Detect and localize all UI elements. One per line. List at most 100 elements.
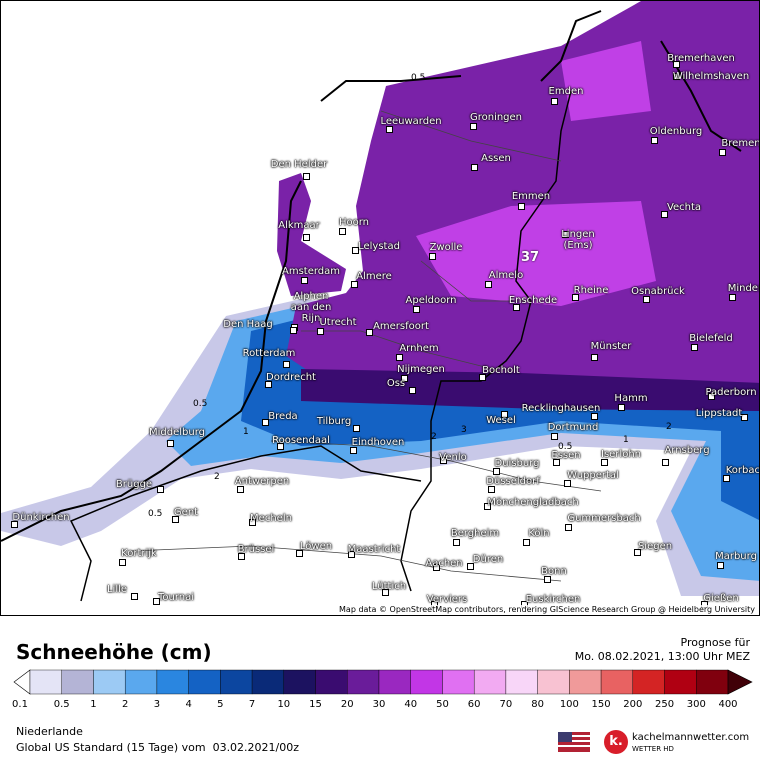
city-dot: [485, 281, 492, 288]
city-dot: [277, 443, 284, 450]
city-label: Emden: [548, 86, 584, 97]
city-dot: [493, 468, 500, 475]
scale-label: 50: [436, 699, 449, 710]
city-dot: [401, 375, 408, 382]
city-dot: [717, 562, 724, 569]
city-label: Wuppertal: [567, 470, 619, 481]
city-label: Euskirchen: [525, 594, 581, 605]
scale-box: [696, 669, 729, 695]
scale-box: [378, 669, 411, 695]
city-label: Köln: [528, 528, 550, 539]
city-dot: [366, 329, 373, 336]
scale-label: 60: [467, 699, 481, 710]
city-dot: [691, 344, 698, 351]
city-dot: [643, 296, 650, 303]
city-dot: [662, 459, 669, 466]
scale-label: 3: [153, 699, 161, 710]
city-label: Apeldoorn: [405, 295, 457, 306]
city-dot: [303, 234, 310, 241]
scale-box: [29, 669, 62, 695]
city-dot: [719, 149, 726, 156]
city-dot: [562, 231, 569, 238]
city-label: Marburg: [715, 551, 757, 562]
city-label: Vechta: [666, 202, 702, 213]
city-label: Brügge: [115, 479, 153, 490]
snow-northholland: [277, 173, 346, 296]
city-label: Hamm: [614, 393, 648, 404]
city-label: Bielefeld: [689, 333, 733, 344]
city-label: Essen: [551, 450, 581, 461]
city-dot: [262, 419, 269, 426]
city-dot: [523, 539, 530, 546]
city-dot: [651, 137, 658, 144]
scale-box: [537, 669, 570, 695]
city-dot: [317, 328, 324, 335]
city-label: Eindhoven: [351, 437, 405, 448]
city-label: Mönchengladbach: [487, 497, 579, 508]
attribution: Map data © OpenStreetMap contributors, r…: [337, 605, 757, 614]
city-label: Den Helder: [270, 159, 328, 170]
scale-box: [124, 669, 158, 695]
city-label: Alkmaar: [278, 220, 320, 231]
city-label: Lippstadt: [695, 408, 743, 419]
city-dot: [564, 480, 571, 487]
snow-map: [1, 1, 759, 602]
scale-label: 400: [718, 699, 738, 710]
city-label: Düsseldorf: [486, 476, 540, 487]
city-label: Emmen: [511, 191, 551, 202]
city-dot: [518, 203, 525, 210]
legend-title: Schneehöhe (cm): [16, 640, 212, 664]
scale-label: 10: [277, 699, 291, 710]
city-label: Paderborn: [705, 387, 757, 398]
city-dot: [470, 123, 477, 130]
city-dot: [565, 524, 572, 531]
city-label: Zwolle: [429, 242, 463, 253]
city-dot: [172, 516, 179, 523]
city-label: Tilburg: [316, 416, 352, 427]
city-label: Münster: [590, 341, 632, 352]
city-label: Siegen: [637, 541, 673, 552]
city-label: Arnsberg: [664, 445, 710, 456]
scale-box: [473, 669, 507, 695]
city-label: Utrecht: [319, 317, 357, 328]
city-dot: [618, 404, 625, 411]
scale-box: [251, 669, 285, 695]
city-dot: [673, 73, 680, 80]
city-label: Brüssel: [237, 544, 275, 555]
city-label: Bonn: [541, 566, 567, 577]
snow-magenta: [416, 201, 656, 306]
city-dot: [723, 475, 730, 482]
city-dot: [661, 211, 668, 218]
brand-sub: WETTER HD: [632, 745, 674, 753]
city-dot: [634, 549, 641, 556]
city-label: Amsterdam: [281, 266, 341, 277]
scale-box: [283, 669, 316, 695]
city-label: Aachen: [425, 558, 463, 569]
snow-dark-band: [301, 369, 759, 411]
city-label: Middelburg: [148, 427, 206, 438]
scale-box: [410, 669, 443, 695]
scale-arrow-high: [727, 669, 753, 695]
city-label: Bergheim: [450, 528, 500, 539]
city-dot: [350, 447, 357, 454]
city-dot: [551, 433, 558, 440]
city-dot: [501, 411, 508, 418]
roads: [130, 110, 602, 582]
forecast-label: Prognose für: [680, 636, 751, 649]
scale-label: 4: [185, 699, 192, 710]
city-label: Roosendaal: [272, 435, 330, 446]
city-label: Löwen: [299, 541, 333, 552]
city-dot: [237, 486, 244, 493]
city-label: Nijmegen: [397, 364, 445, 375]
city-dot: [283, 361, 290, 368]
city-label: Gent: [173, 507, 199, 518]
brand: kachelmannwetter.com: [632, 732, 750, 743]
scale-label: 30: [372, 699, 386, 710]
city-label: Recklinghausen: [521, 403, 601, 414]
city-dot: [238, 553, 245, 560]
logo: k.: [604, 730, 628, 754]
city-dot: [708, 393, 715, 400]
city-dot: [301, 277, 308, 284]
scale-box: [315, 669, 348, 695]
city-label: Arnhem: [399, 343, 439, 354]
